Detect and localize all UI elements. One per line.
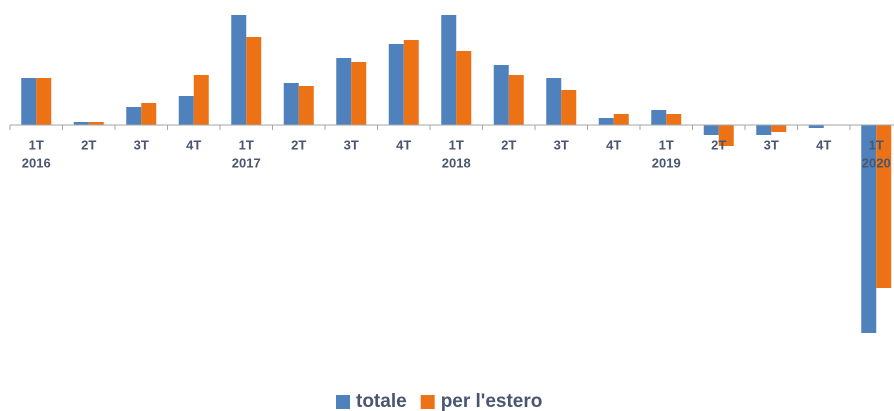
bar [21,78,37,125]
bar [456,51,472,125]
x-tick-label: 1T [869,137,884,152]
bar [651,110,667,125]
bar [598,118,614,125]
bar [808,125,824,128]
bar [756,125,772,135]
bar [493,65,509,125]
bar [546,78,562,125]
bar [508,75,524,125]
x-year-label: 2018 [442,155,471,170]
legend-label: totale [356,391,407,411]
x-tick-label: 2T [291,137,306,152]
x-tick-label: 4T [816,137,831,152]
bar [441,15,457,125]
bar [88,122,104,125]
x-tick-label: 2T [501,137,516,152]
x-tick-label: 1T [239,137,254,152]
x-tick-label: 4T [606,137,621,152]
x-tick-label: 3T [764,137,779,152]
x-year-label: 2016 [22,155,51,170]
x-tick-label: 3T [554,137,569,152]
bar [36,78,52,125]
legend-label: per l'estero [441,391,543,411]
x-year-label: 2020 [862,155,891,170]
bar [771,125,787,132]
bar [283,83,299,125]
bar [666,114,682,125]
bar [861,125,877,333]
bar [141,103,157,125]
legend-swatch [336,395,350,409]
bar [178,96,194,125]
bar [388,44,404,125]
bar [876,125,892,288]
bar [613,114,629,125]
x-year-label: 2017 [232,155,261,170]
bar [126,107,142,125]
bar [193,75,209,125]
bar [561,90,577,125]
bar [403,40,419,125]
bar [246,37,262,125]
x-tick-label: 1T [659,137,674,152]
bar [718,125,734,146]
legend-swatch [420,395,435,409]
x-tick-label: 3T [134,137,149,152]
x-tick-label: 4T [396,137,411,152]
x-tick-label: 3T [344,137,359,152]
x-tick-label: 2T [711,137,726,152]
x-year-label: 2019 [652,155,681,170]
bar [298,86,314,125]
x-tick-label: 2T [81,137,96,152]
bar [231,15,247,125]
x-tick-label: 1T [29,137,44,152]
x-tick-label: 1T [449,137,464,152]
bar [351,62,367,125]
bar [703,125,719,135]
bar [73,122,89,125]
bar [336,58,352,125]
x-tick-label: 4T [186,137,201,152]
